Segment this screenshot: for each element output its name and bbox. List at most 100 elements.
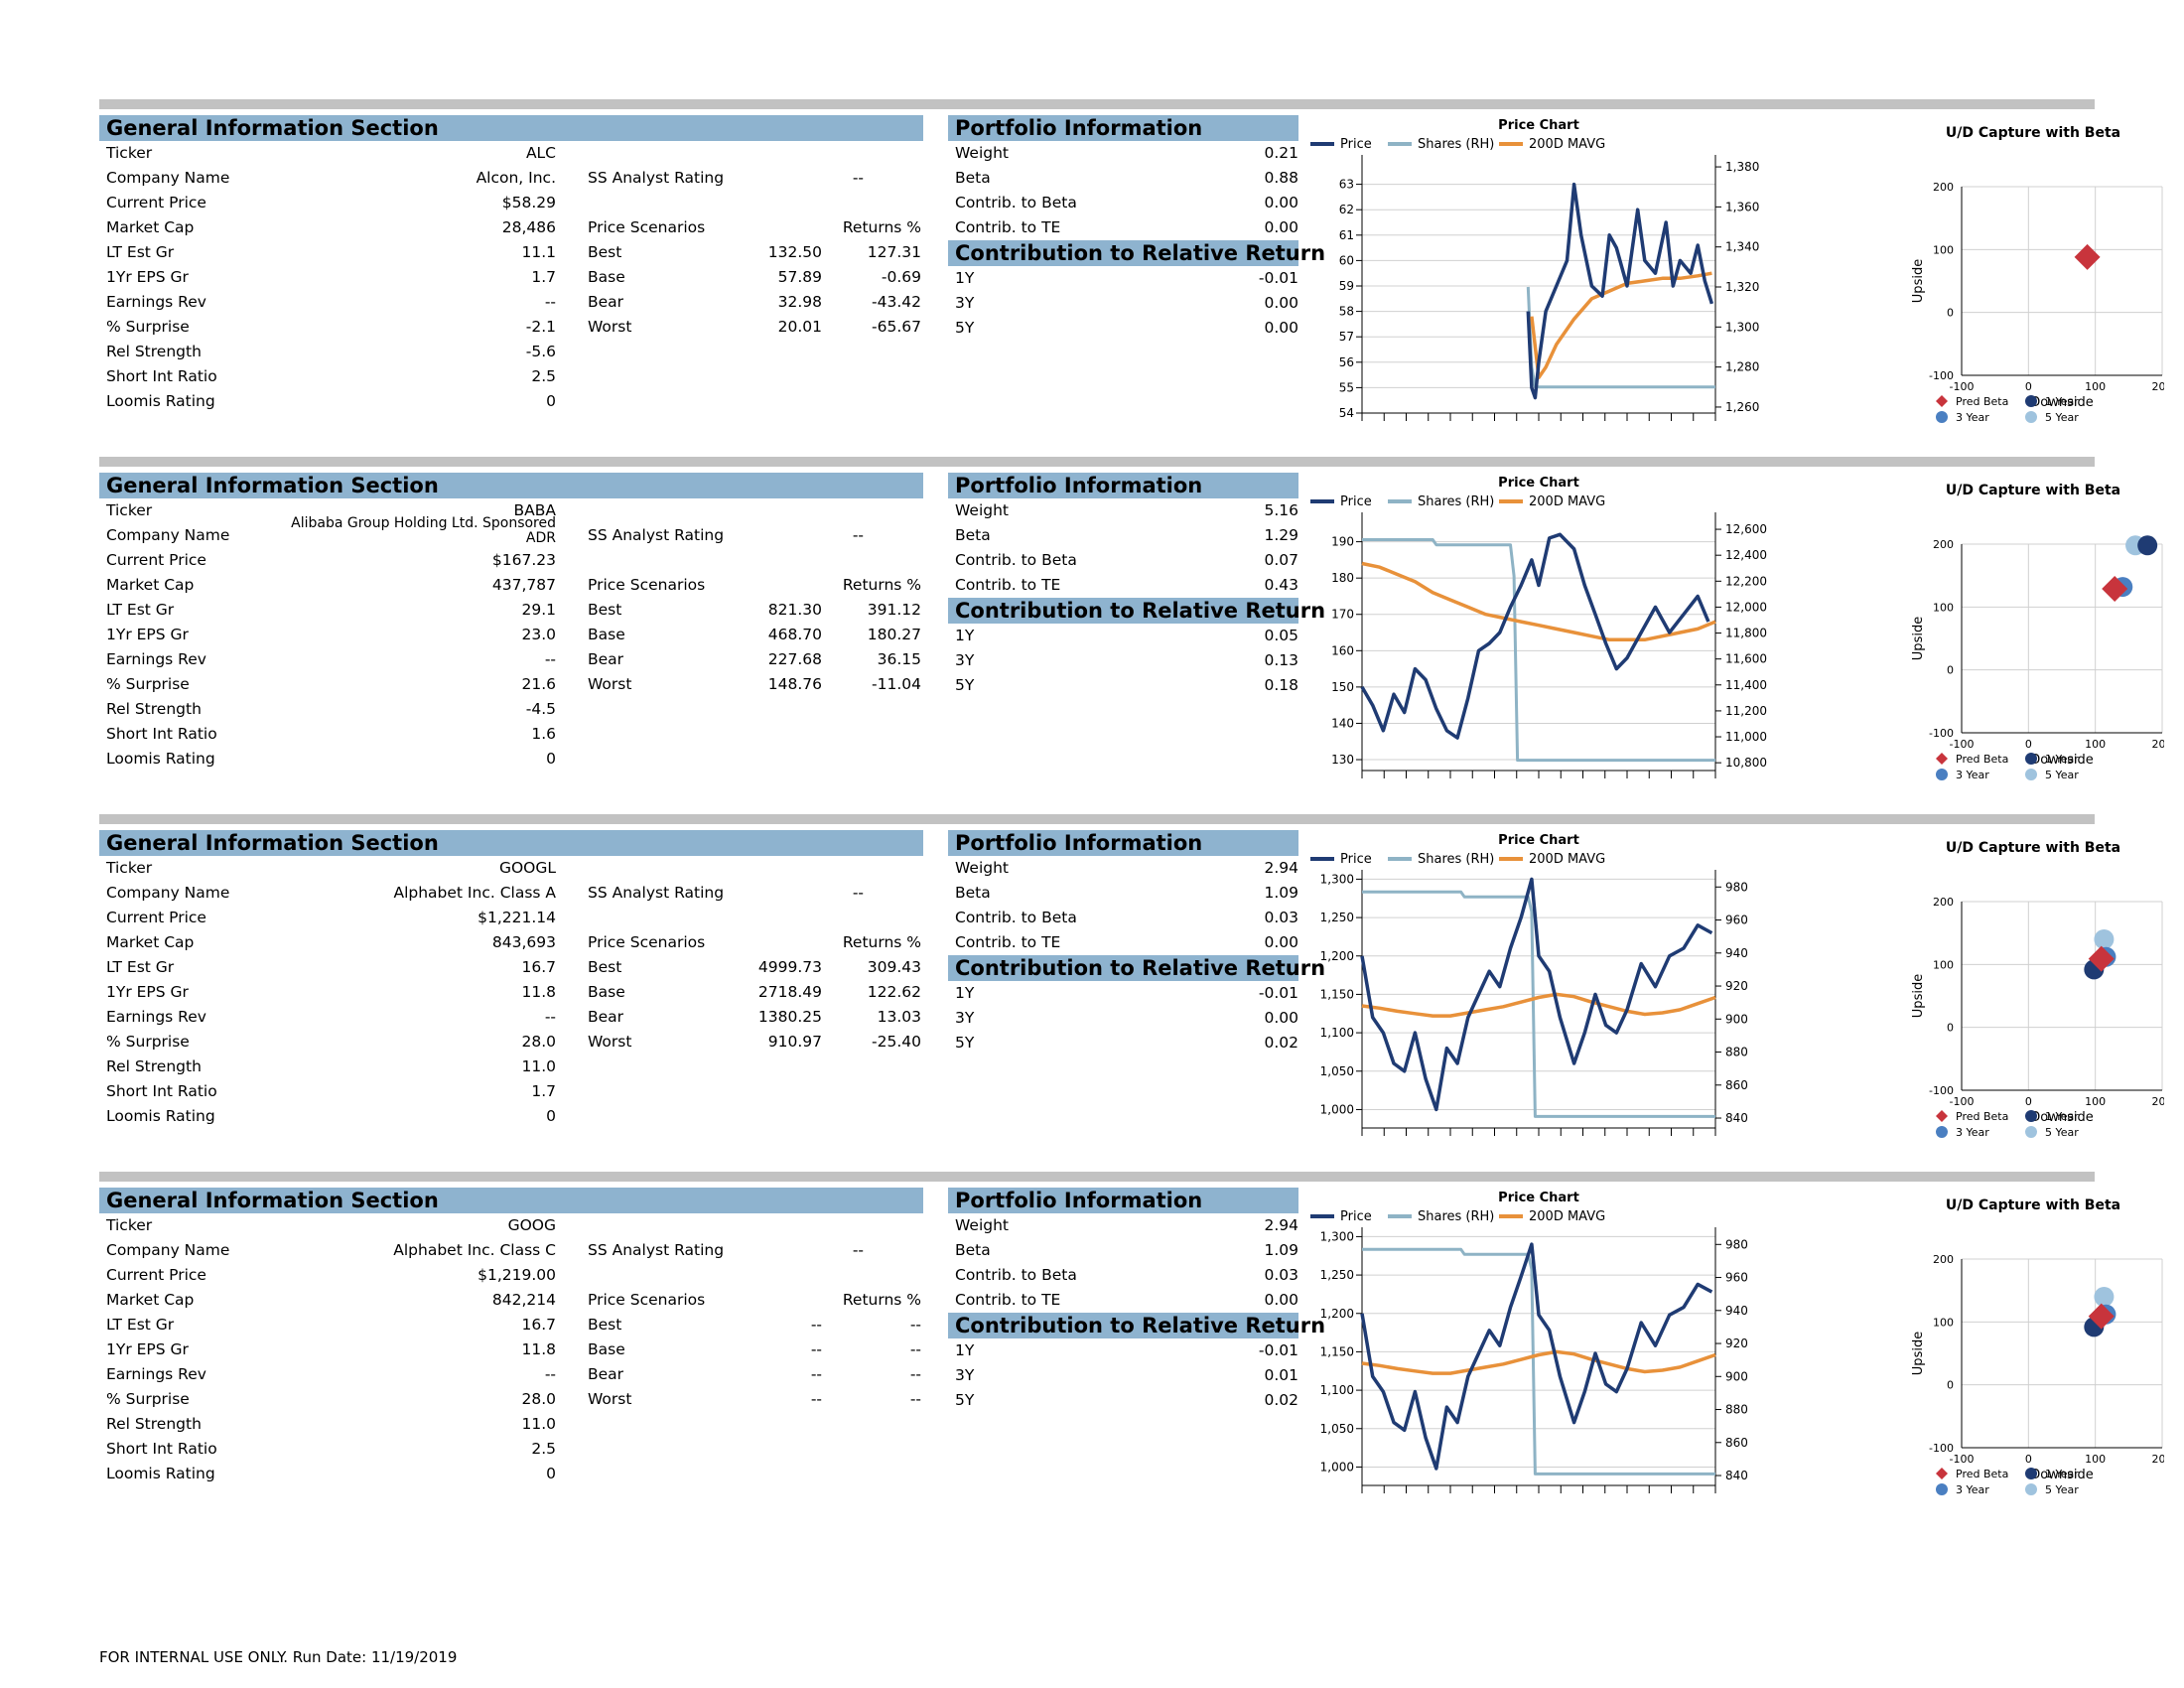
scenario-return: -0.69 xyxy=(881,268,921,286)
contribution-field-value: 0.13 xyxy=(1264,651,1298,669)
general-row: Company Name Alcon, Inc. xyxy=(99,166,556,191)
ud-x-tick-label: 0 xyxy=(2025,1453,2032,1466)
right-tick-label: 1,340 xyxy=(1725,240,1759,254)
ud-capture-chart: U/D Capture with Beta -100-100 0 0 100 100 200… xyxy=(1902,473,2173,790)
general-row: LT Est Gr 29.1 xyxy=(99,598,556,623)
contribution-field-label: 3Y xyxy=(955,651,975,669)
ud-legend-label: 1 Year xyxy=(2045,1468,2079,1480)
contribution-field-label: 1Y xyxy=(955,1341,975,1359)
right-tick-label: 900 xyxy=(1725,1012,1748,1026)
price-series-line xyxy=(1360,532,1710,740)
general-field-value: -4.5 xyxy=(525,700,556,718)
ud-legend-label: 3 Year xyxy=(1956,411,1989,424)
general-field-value: 843,693 xyxy=(491,933,556,951)
portfolio-row: Weight 5.16 xyxy=(948,498,1298,523)
portfolio-field-label: Beta xyxy=(955,1241,991,1259)
legend-price-label: Price xyxy=(1340,137,1372,152)
general-row: Loomis Rating 0 xyxy=(99,1462,556,1486)
ud-y-tick-label: 200 xyxy=(1933,1253,1954,1266)
left-tick-label: 55 xyxy=(1339,380,1354,394)
left-tick-label: 60 xyxy=(1339,253,1354,267)
general-row: LT Est Gr 11.1 xyxy=(99,240,556,265)
portfolio-field-label: Weight xyxy=(955,859,1010,877)
portfolio-field-label: Weight xyxy=(955,501,1010,519)
right-tick-label: 960 xyxy=(1725,914,1748,927)
general-row: Company Name Alibaba Group Holding Ltd. S… xyxy=(99,516,556,548)
contribution-field-value: 0.18 xyxy=(1264,676,1298,694)
scenario-return: -- xyxy=(909,1340,921,1358)
ud-legend-label: 3 Year xyxy=(1956,1126,1989,1139)
contribution-field-label: 3Y xyxy=(955,294,975,312)
shares-series-line xyxy=(1362,1247,1715,1476)
mavg-series-line xyxy=(1361,561,1716,642)
contribution-section-header: Contribution to Relative Return xyxy=(948,240,1325,266)
left-tick-label: 62 xyxy=(1339,203,1354,216)
contribution-section-header: Contribution to Relative Return xyxy=(948,955,1325,981)
scenario-return: -65.67 xyxy=(872,318,921,336)
portfolio-field-label: Contrib. to Beta xyxy=(955,194,1077,211)
scenario-return: 122.62 xyxy=(867,983,921,1001)
general-information-section: General Information Section Ticker BABA Com… xyxy=(99,473,923,768)
ud-point-pred-beta xyxy=(2102,575,2128,602)
contribution-field-label: 1Y xyxy=(955,269,975,287)
general-field-value: 21.6 xyxy=(521,675,556,693)
left-tick-label: 1,250 xyxy=(1320,1268,1354,1282)
contribution-section-header: Contribution to Relative Return xyxy=(948,1313,1325,1338)
ss-analyst-rating-label: SS Analyst Rating xyxy=(588,169,725,187)
ud-legend-label: Pred Beta xyxy=(1956,395,2008,408)
left-tick-label: 1,250 xyxy=(1320,911,1354,924)
ud-legend-marker xyxy=(2025,1110,2037,1122)
scenario-name: Worst xyxy=(588,1033,632,1051)
contribution-field-label: 5Y xyxy=(955,1034,975,1052)
portfolio-field-label: Beta xyxy=(955,526,991,544)
general-row: LT Est Gr 16.7 xyxy=(99,955,556,980)
ud-x-tick-label: 0 xyxy=(2025,1095,2032,1108)
general-field-value: 28.0 xyxy=(521,1033,556,1051)
scenario-price: 20.01 xyxy=(777,318,822,336)
ud-point-1-year xyxy=(2137,535,2158,556)
general-field-label: Market Cap xyxy=(106,576,195,594)
contribution-row: 5Y 0.02 xyxy=(948,1388,1298,1413)
returns-pct-label: Returns % xyxy=(842,576,921,594)
ud-y-tick-label: 0 xyxy=(1947,1379,1954,1392)
contribution-section-header: Contribution to Relative Return xyxy=(948,598,1325,624)
mavg-series-line xyxy=(1361,992,1716,1018)
general-field-label: 1Yr EPS Gr xyxy=(106,1340,189,1358)
general-field-value: 0 xyxy=(546,750,556,768)
portfolio-field-label: Contrib. to TE xyxy=(955,576,1061,594)
general-field-label: Company Name xyxy=(106,1241,230,1259)
ud-legend-marker xyxy=(2025,1468,2037,1479)
general-field-label: Market Cap xyxy=(106,218,195,236)
general-field-label: Company Name xyxy=(106,169,230,187)
general-field-value: -- xyxy=(544,1008,556,1026)
legend-price-label: Price xyxy=(1340,1209,1372,1224)
portfolio-row: Contrib. to Beta 0.03 xyxy=(948,1263,1298,1288)
ud-x-axis-label: Downside xyxy=(2030,1110,2093,1125)
scenario-name: Worst xyxy=(588,318,632,336)
general-field-label: Current Price xyxy=(106,1266,206,1284)
scenario-price: 1380.25 xyxy=(757,1008,822,1026)
general-row: % Surprise 21.6 xyxy=(99,672,556,697)
price-scenarios-label: Price Scenarios xyxy=(588,218,706,236)
contribution-field-value: 0.02 xyxy=(1264,1391,1298,1409)
general-field-value: 842,214 xyxy=(491,1291,556,1309)
general-row: Rel Strength -5.6 xyxy=(99,340,556,364)
mavg-series-line xyxy=(1361,1349,1716,1375)
portfolio-field-value: 0.03 xyxy=(1264,909,1298,926)
portfolio-field-label: Weight xyxy=(955,144,1010,162)
scenario-return: 36.15 xyxy=(877,650,921,668)
scenario-name: Worst xyxy=(588,1390,632,1408)
general-field-value: 11.0 xyxy=(521,1415,556,1433)
left-tick-label: 1,300 xyxy=(1320,872,1354,886)
general-section-header: General Information Section xyxy=(99,1188,923,1213)
general-field-value: 28.0 xyxy=(521,1390,556,1408)
general-row: Loomis Rating 0 xyxy=(99,1104,556,1129)
contribution-row: 5Y 0.02 xyxy=(948,1031,1298,1055)
left-tick-label: 61 xyxy=(1339,228,1354,242)
right-tick-label: 10,800 xyxy=(1725,756,1767,770)
general-field-label: Rel Strength xyxy=(106,1415,202,1433)
ud-y-tick-label: 0 xyxy=(1947,307,1954,320)
ud-legend-label: 5 Year xyxy=(2045,769,2079,781)
ud-chart-title: U/D Capture with Beta xyxy=(1946,483,2120,498)
general-field-label: 1Yr EPS Gr xyxy=(106,626,189,643)
